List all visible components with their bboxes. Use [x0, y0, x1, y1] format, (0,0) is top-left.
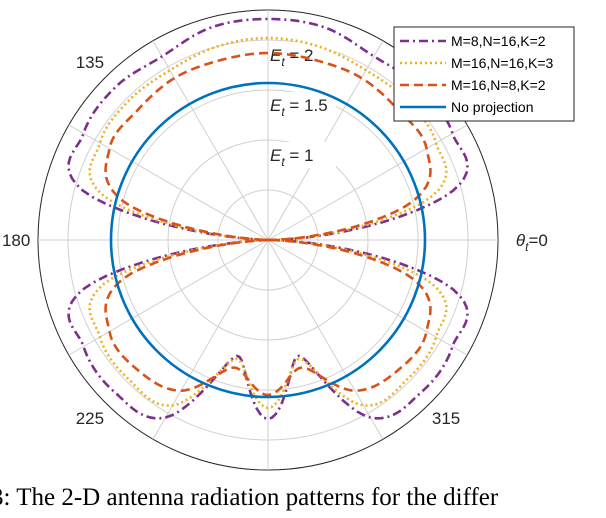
- angle-tick-label: 270: [254, 483, 282, 484]
- grid-spoke: [68, 239, 269, 356]
- angle-tick-label: 180: [2, 231, 30, 250]
- figure-caption-text: 3: The 2-D antenna radiation patterns fo…: [0, 484, 499, 511]
- series-lines: [67, 17, 469, 421]
- legend-label: M=16,N=16,K=3: [451, 55, 554, 71]
- radial-tick-label: Et = 1: [270, 146, 314, 169]
- grid-spoke: [267, 40, 384, 241]
- polar-radiation-chart: Et = 1Et = 1.5Et = 2 90135180225270315θt…: [2, 9, 575, 484]
- grid-spoke: [152, 40, 269, 241]
- legend-box: [393, 26, 575, 122]
- radial-tick-label: Et = 2: [270, 46, 314, 69]
- radial-tick-bg: [270, 42, 336, 68]
- angle-tick-label: θt=0: [516, 231, 548, 254]
- angle-tick-label: 225: [76, 409, 104, 428]
- radial-tick-labels: Et = 1 Et = 1.5 Et = 2: [270, 42, 336, 169]
- radial-tick-group: Et = 2: [270, 42, 336, 69]
- legend-label: M=8,N=16,K=2: [451, 33, 546, 49]
- radial-tick-group: Et = 1.5: [270, 92, 336, 119]
- angle-tick-label: 315: [432, 409, 460, 428]
- radial-tick-label: Et = 1.5: [270, 96, 328, 119]
- grid-spoke: [152, 239, 269, 440]
- grid-spoke: [68, 124, 269, 241]
- radial-tick-group: Et = 1: [270, 142, 336, 169]
- polar-grid: [37, 9, 499, 471]
- radial-tick-bg: [270, 142, 336, 168]
- figure-caption: 3: The 2-D antenna radiation patterns fo…: [0, 484, 606, 518]
- grid-spoke: [267, 124, 468, 241]
- radial-tick-bg: [270, 92, 336, 118]
- legend: M=8,N=16,K=2 M=16,N=16,K=3 M=16,N=8,K=2 No …: [393, 26, 575, 122]
- angle-tick-label: 135: [76, 53, 104, 72]
- grid-spoke: [267, 239, 468, 356]
- series-line-no-projection: [109, 81, 427, 399]
- angle-tick-labels: 90135180225270315θt=0: [2, 53, 548, 484]
- legend-label: No projection: [451, 99, 534, 115]
- series-line-m-16-n-8-k-2: [104, 51, 432, 397]
- grid-spoke: [267, 239, 384, 440]
- legend-label: M=16,N=8,K=2: [451, 77, 546, 93]
